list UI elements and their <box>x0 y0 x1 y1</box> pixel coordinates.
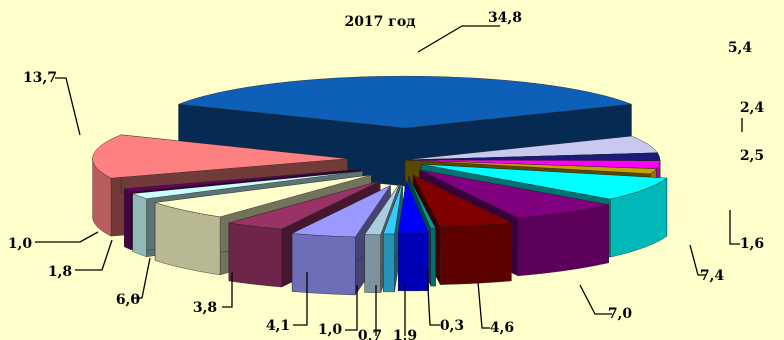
data-label: 13,7 <box>23 70 57 86</box>
data-label: 1,8 <box>48 264 72 280</box>
data-label: 0,7 <box>358 328 382 340</box>
data-label: 2,4 <box>740 100 765 116</box>
leader-line <box>689 244 706 276</box>
leader-line <box>426 269 440 326</box>
data-label: 0,3 <box>440 318 464 334</box>
data-label: 4,1 <box>266 318 290 334</box>
data-label: 7,0 <box>608 306 633 322</box>
chart-title: 2017 год <box>344 14 415 30</box>
leader-line <box>579 284 612 315</box>
data-label: 5,4 <box>728 40 753 56</box>
data-label: 34,8 <box>488 10 522 26</box>
data-label: 1,6 <box>740 236 764 252</box>
pie-slice <box>383 181 403 293</box>
data-label: 3,8 <box>193 300 217 316</box>
pie-slice <box>397 180 429 292</box>
data-label: 2,5 <box>740 148 764 164</box>
data-label: 1,0 <box>318 322 343 338</box>
data-label: 1,9 <box>393 328 417 340</box>
data-label: 1,0 <box>8 236 33 252</box>
leader-line <box>477 281 490 329</box>
data-label: 6,0 <box>116 292 141 308</box>
pie-slices <box>92 75 668 296</box>
leader-line <box>729 210 740 245</box>
leader-line <box>345 285 358 331</box>
leader-line <box>293 272 308 326</box>
leader-line <box>75 239 113 271</box>
leader-line <box>222 272 233 308</box>
leader-line <box>55 77 81 136</box>
data-label: 7,4 <box>700 268 725 284</box>
leader-line <box>133 257 151 299</box>
leader-line <box>417 25 500 53</box>
data-label: 4,6 <box>490 320 514 336</box>
leader-lines <box>35 25 743 336</box>
data-labels: 34,8 5,4 2,4 2,5 1,6 7,4 7,0 4,6 0,3 1,9 0,7 1,0 4,1… <box>8 10 765 340</box>
leader-line <box>35 231 99 243</box>
